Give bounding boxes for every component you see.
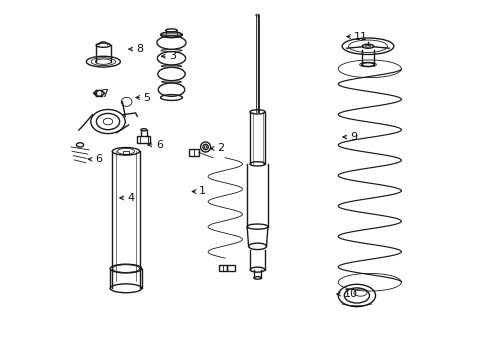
Text: 9: 9 (350, 132, 358, 142)
Text: 6: 6 (95, 154, 102, 164)
Text: 3: 3 (170, 51, 176, 61)
Bar (219, 265, 227, 271)
Text: 8: 8 (136, 44, 144, 54)
Text: 2: 2 (217, 143, 224, 153)
Text: 10: 10 (344, 289, 358, 299)
Text: 5: 5 (144, 93, 150, 103)
Bar (137, 135, 150, 143)
Text: 11: 11 (354, 32, 368, 41)
Text: 1: 1 (199, 186, 206, 197)
Text: 6: 6 (156, 140, 163, 150)
Text: 4: 4 (127, 193, 134, 203)
Bar (190, 149, 199, 156)
Text: 7: 7 (101, 89, 108, 99)
Bar (227, 265, 235, 271)
Bar (123, 150, 129, 154)
